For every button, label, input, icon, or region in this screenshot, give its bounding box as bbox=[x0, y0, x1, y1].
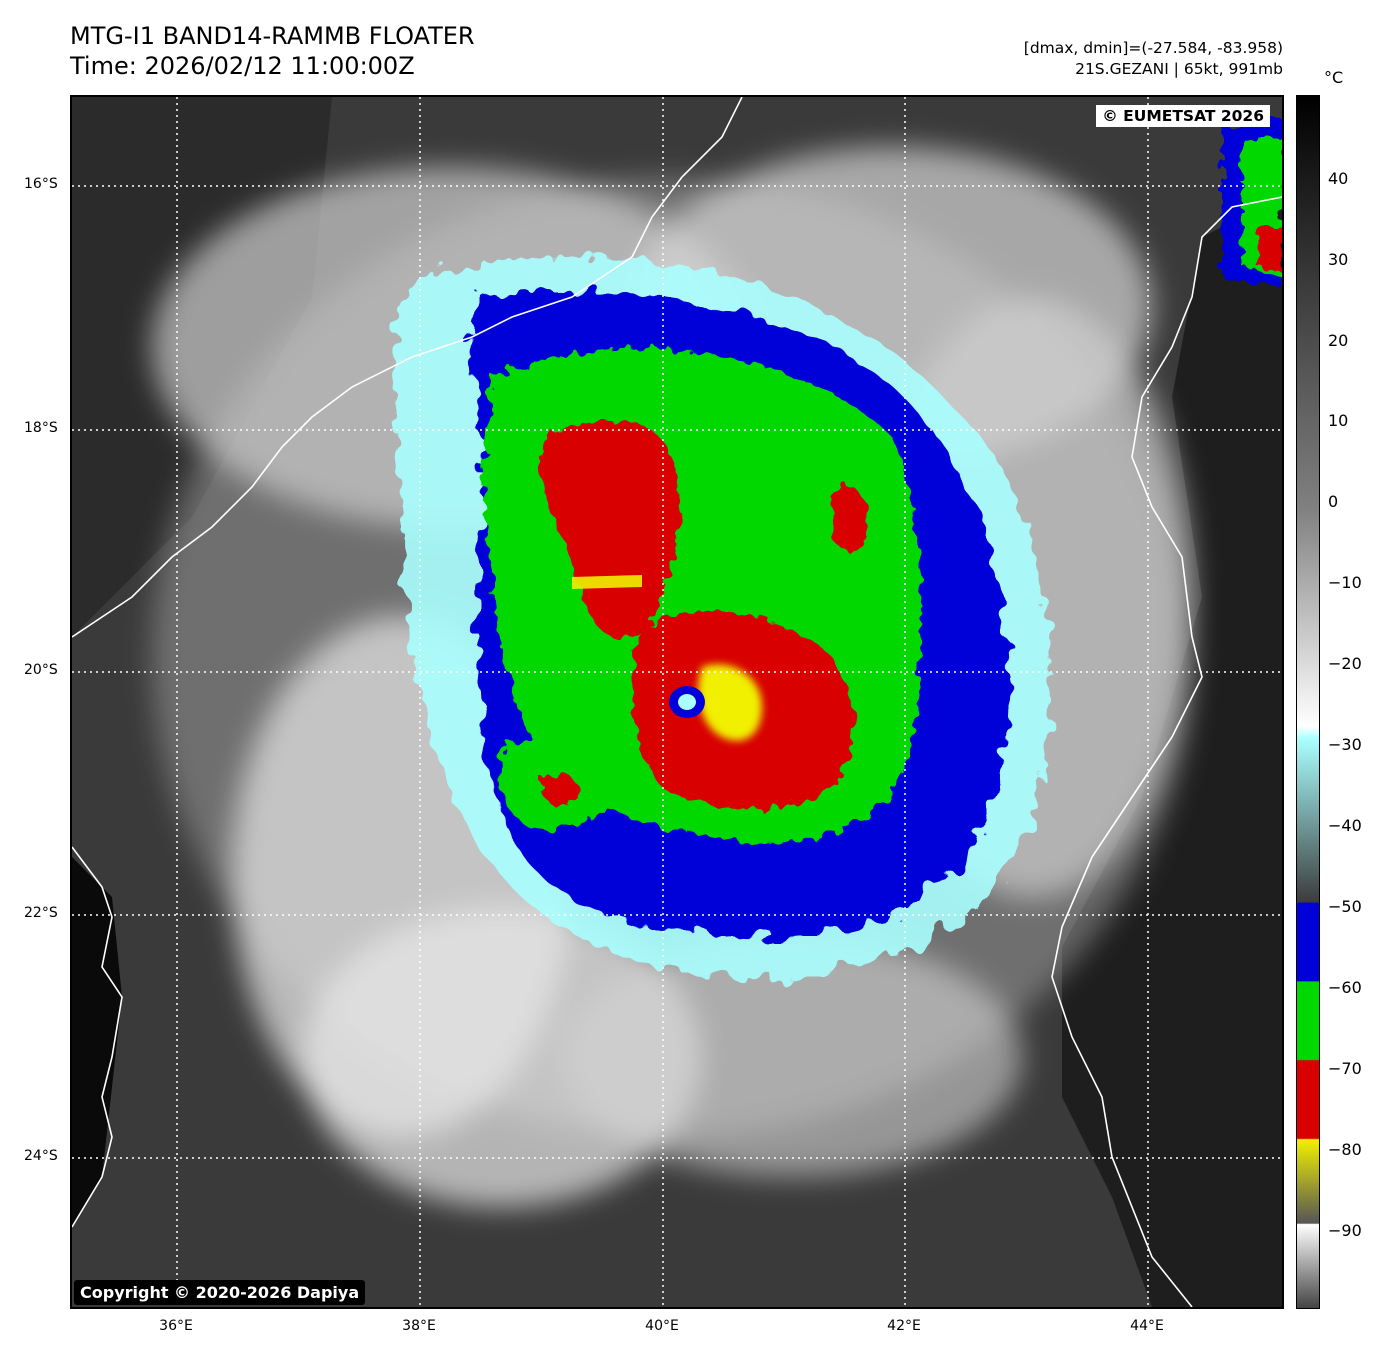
map-canvas bbox=[72, 97, 1282, 1307]
map-time: Time: 2026/02/12 11:00:00Z bbox=[70, 52, 415, 80]
colorbar-unit: °C bbox=[1324, 68, 1344, 87]
colorbar-tick: −10 bbox=[1328, 573, 1362, 592]
cyclone-core bbox=[393, 256, 1051, 979]
lat-label-24s: 24°S bbox=[24, 1148, 58, 1164]
map-title: MTG-I1 BAND14-RAMMB FLOATER bbox=[70, 22, 475, 50]
gridlines bbox=[72, 97, 1282, 1307]
colorbar-tick: −70 bbox=[1328, 1059, 1362, 1078]
lat-label-18s: 18°S bbox=[24, 420, 58, 436]
colorbar-tick: −20 bbox=[1328, 654, 1362, 673]
colorbar-tick: −40 bbox=[1328, 816, 1362, 835]
lon-label-44e: 44°E bbox=[1130, 1318, 1164, 1334]
colorbar-tick: −60 bbox=[1328, 978, 1362, 997]
temperature-range: [dmax, dmin]=(-27.584, -83.958) bbox=[1023, 39, 1283, 57]
colorbar-tick: 20 bbox=[1328, 331, 1349, 350]
lon-label-42e: 42°E bbox=[887, 1318, 921, 1334]
lat-label-20s: 20°S bbox=[24, 662, 58, 678]
lon-label-38e: 38°E bbox=[402, 1318, 436, 1334]
lon-label-36e: 36°E bbox=[159, 1318, 193, 1334]
colorbar-tick: −50 bbox=[1328, 897, 1362, 916]
storm-info: 21S.GEZANI | 65kt, 991mb bbox=[1075, 60, 1283, 78]
land-mozambique-south bbox=[72, 857, 122, 1227]
storm-cell-northeast bbox=[1222, 117, 1282, 287]
dapiya-credit: Copyright © 2020-2026 Dapiya bbox=[74, 1280, 366, 1305]
lon-label-40e: 40°E bbox=[645, 1318, 679, 1334]
colorbar-tick: 0 bbox=[1328, 492, 1339, 511]
eumetsat-credit: © EUMETSAT 2026 bbox=[1096, 105, 1270, 127]
colorbar-tick: −80 bbox=[1328, 1140, 1362, 1159]
lat-label-16s: 16°S bbox=[24, 176, 58, 192]
lat-label-22s: 22°S bbox=[24, 905, 58, 921]
colorbar-tick: 40 bbox=[1328, 169, 1349, 188]
colorbar-tick: 10 bbox=[1328, 411, 1349, 430]
satellite-map: © EUMETSAT 2026 Copyright © 2020-2026 Da… bbox=[70, 95, 1284, 1309]
coastlines bbox=[72, 97, 1282, 1307]
colorbar-tick: 30 bbox=[1328, 250, 1349, 269]
colorbar-tick: −90 bbox=[1328, 1221, 1362, 1240]
colorbar-tick: −30 bbox=[1328, 735, 1362, 754]
temperature-colorbar bbox=[1296, 95, 1320, 1309]
